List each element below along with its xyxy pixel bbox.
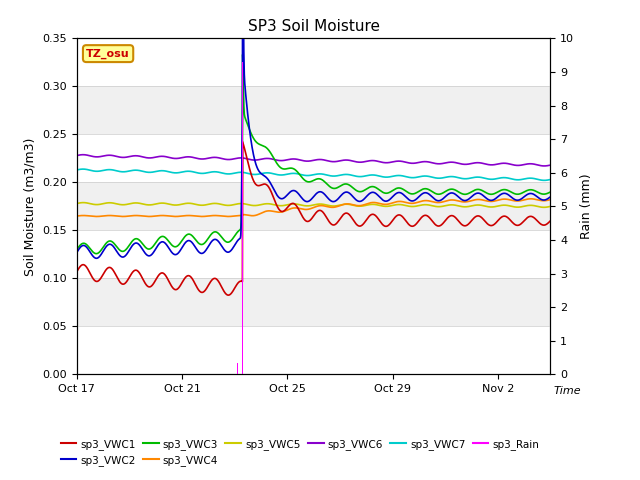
Bar xyxy=(77,326,550,374)
Text: Time: Time xyxy=(554,386,581,396)
Y-axis label: Rain (mm): Rain (mm) xyxy=(580,174,593,239)
Bar xyxy=(77,230,550,278)
Y-axis label: Soil Moisture (m3/m3): Soil Moisture (m3/m3) xyxy=(24,137,36,276)
Bar xyxy=(77,134,550,182)
Legend: sp3_VWC1, sp3_VWC2, sp3_VWC3, sp3_VWC4, sp3_VWC5, sp3_VWC6, sp3_VWC7, sp3_Rain: sp3_VWC1, sp3_VWC2, sp3_VWC3, sp3_VWC4, … xyxy=(56,434,544,470)
Title: SP3 Soil Moisture: SP3 Soil Moisture xyxy=(248,20,380,35)
Text: TZ_osu: TZ_osu xyxy=(86,48,130,59)
Bar xyxy=(77,38,550,86)
